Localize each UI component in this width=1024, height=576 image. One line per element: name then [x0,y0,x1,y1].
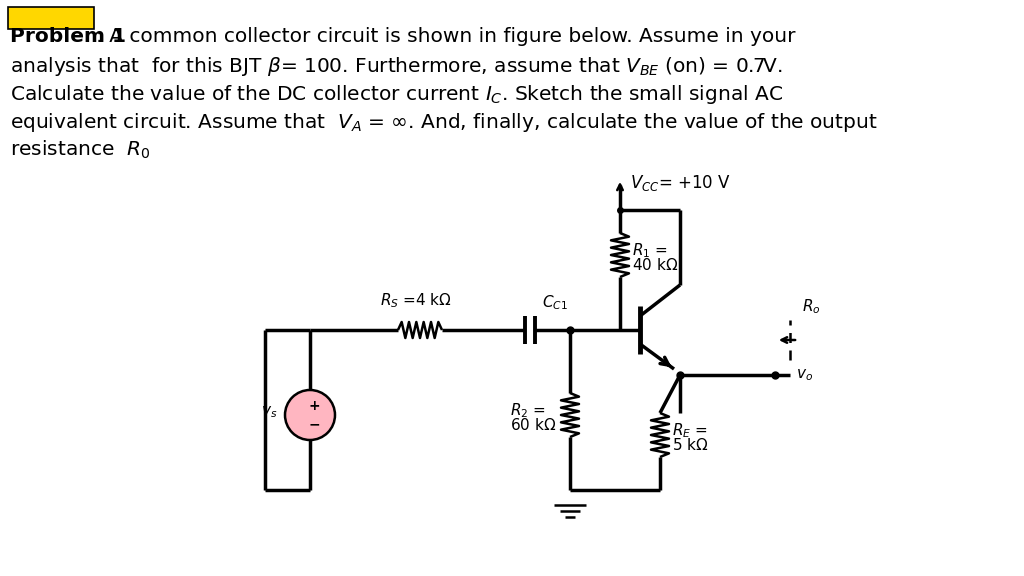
FancyBboxPatch shape [8,7,94,29]
Text: $V_{CC}$= +10 V: $V_{CC}$= +10 V [630,173,731,193]
Text: $R_1$ =: $R_1$ = [632,242,668,260]
Text: $R_E$ =: $R_E$ = [672,422,708,440]
Text: 40 k$\Omega$: 40 k$\Omega$ [632,257,678,273]
Text: Problem 1: Problem 1 [10,27,126,46]
Text: 60 k$\Omega$: 60 k$\Omega$ [510,417,556,433]
Text: $v_s$: $v_s$ [261,404,278,420]
Text: Calculate the value of the DC collector current $I_C$. Sketch the small signal A: Calculate the value of the DC collector … [10,83,783,106]
Text: −: − [308,417,319,431]
Text: $v_o$: $v_o$ [796,367,813,383]
Text: $R_2$ =: $R_2$ = [510,401,546,420]
Text: equivalent circuit. Assume that  $V_A$ = $\infty$. And, finally, calculate the v: equivalent circuit. Assume that $V_A$ = … [10,111,878,134]
Text: $C_{C1}$: $C_{C1}$ [542,293,568,312]
Text: $R_S$ =4 k$\Omega$: $R_S$ =4 k$\Omega$ [380,291,452,310]
Text: : A common collector circuit is shown in figure below. Assume in your: : A common collector circuit is shown in… [96,27,796,46]
Text: 5 k$\Omega$: 5 k$\Omega$ [672,437,709,453]
Text: +: + [308,399,319,413]
Text: resistance  $R_0$: resistance $R_0$ [10,139,151,161]
Text: $R_o$: $R_o$ [802,297,820,316]
Circle shape [285,390,335,440]
Text: analysis that  for this BJT $\beta$= 100. Furthermore, assume that $V_{BE}$ (on): analysis that for this BJT $\beta$= 100.… [10,55,782,78]
